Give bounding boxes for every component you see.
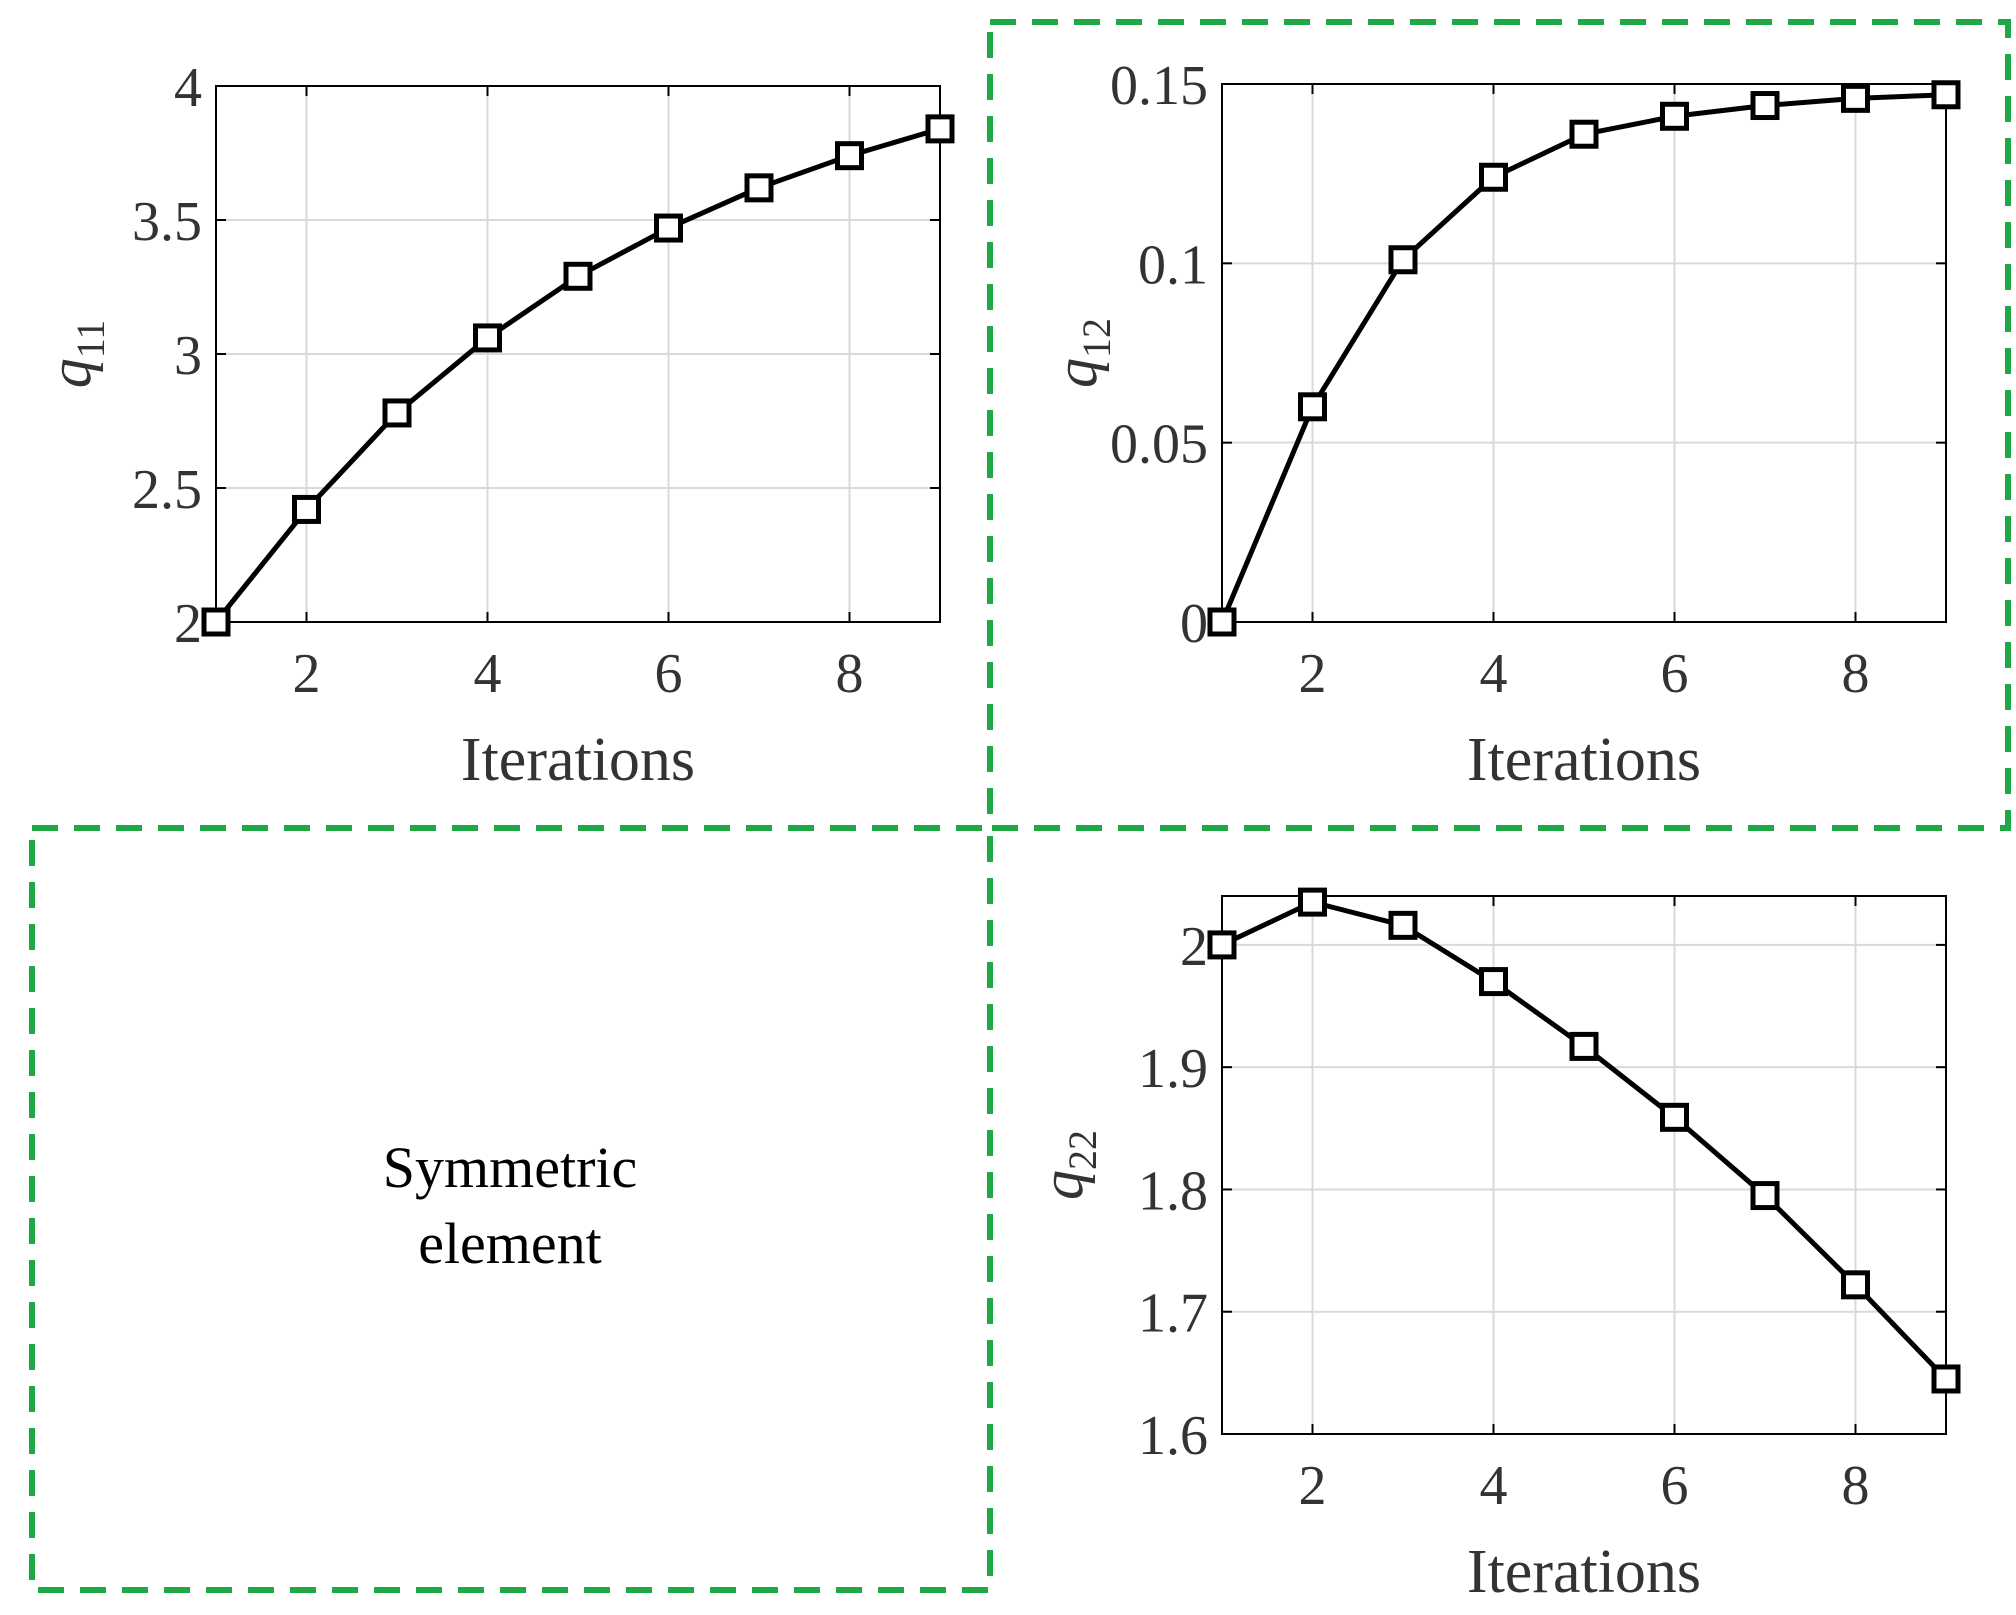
x-tick-label: 4	[474, 643, 502, 705]
chart-q22: 2 4 6 8 1.6 1.7 1.8 1.9 2 Iterations q22	[1029, 887, 1961, 1606]
x-tick-label: 8	[836, 643, 864, 705]
chart-q12: 2 4 6 8 0 0.05 0.1 0.15 Iterations q12	[1043, 55, 1961, 794]
x-tick-label: 2	[1299, 643, 1327, 705]
data-point-marker	[292, 494, 321, 524]
data-point-marker	[382, 398, 412, 428]
series-line-q12	[1219, 92, 1947, 623]
x-axis-label: Iterations	[1467, 1538, 1701, 1606]
x-axis-label: Iterations	[1467, 726, 1701, 794]
data-point-marker	[1388, 910, 1418, 940]
symmetric-element-label: Symmetric element	[32, 1130, 988, 1282]
axes-frame	[1221, 895, 1947, 1435]
series-line-q22	[1220, 899, 1948, 1381]
y-axis-label: q22	[1029, 1130, 1105, 1200]
y-tick-label: 3	[174, 325, 202, 387]
x-tick-label: 4	[1480, 1455, 1508, 1517]
x-tick-label: 6	[1661, 643, 1689, 705]
data-point-marker	[1298, 887, 1327, 917]
x-tick-label: 2	[1299, 1455, 1327, 1517]
data-point-marker	[1931, 80, 1961, 110]
symmetric-element-box	[29, 825, 993, 1593]
x-tick-label: 6	[655, 643, 683, 705]
data-point-marker	[835, 141, 864, 171]
y-tick-label: 1.8	[1138, 1160, 1208, 1222]
y-tick-label: 1.7	[1138, 1283, 1208, 1345]
x-tick-label: 8	[1842, 643, 1870, 705]
data-point-marker	[744, 173, 774, 203]
data-point-marker	[1298, 392, 1327, 422]
y-axis-label-symbol: q	[1029, 1170, 1095, 1200]
y-axis-label-subscript: 22	[1060, 1130, 1105, 1170]
data-point-marker	[473, 323, 502, 353]
data-point-marker	[1479, 162, 1508, 192]
y-tick-label: 2	[1180, 916, 1208, 978]
y-tick-label: 0.1	[1138, 234, 1208, 296]
x-tick-label: 2	[293, 643, 321, 705]
data-point-marker	[1660, 1102, 1689, 1132]
y-axis-label-subscript: 11	[68, 320, 113, 359]
y-tick-label: 0	[1180, 593, 1208, 655]
y-tick-label: 0.15	[1110, 55, 1208, 117]
data-point-marker	[1207, 607, 1237, 637]
y-axis-label: q12	[1043, 318, 1119, 388]
y-tick-label: 1.6	[1138, 1405, 1208, 1467]
series-line-q11	[214, 126, 941, 624]
data-point-marker	[654, 213, 683, 243]
y-axis-label-subscript: 12	[1074, 318, 1119, 358]
x-tick-label: 8	[1842, 1455, 1870, 1517]
data-point-marker	[563, 261, 593, 291]
y-tick-label: 3.5	[132, 191, 202, 253]
y-tick-label: 0.05	[1110, 414, 1208, 476]
q12-highlight-box	[987, 19, 2011, 831]
data-point-marker	[1750, 1181, 1780, 1211]
data-point-marker	[1841, 83, 1870, 113]
chart-q11: 2 4 6 8 2 2.5 3 3.5 4 Iterations q11	[37, 57, 955, 794]
x-tick-label: 4	[1480, 643, 1508, 705]
data-point-marker	[1479, 967, 1508, 997]
data-point-marker	[925, 114, 955, 144]
x-axis-label: Iterations	[461, 726, 695, 794]
data-point-marker	[1569, 119, 1599, 149]
y-tick-label: 2	[174, 593, 202, 655]
axes-frame	[1221, 83, 1947, 623]
y-tick-label: 1.9	[1138, 1038, 1208, 1100]
data-point-marker	[1931, 1364, 1961, 1394]
y-tick-label: 4	[174, 57, 202, 119]
symmetric-label-line2: element	[418, 1211, 602, 1276]
data-point-marker	[1750, 91, 1780, 121]
y-axis-label-symbol: q	[1043, 358, 1109, 388]
data-point-marker	[201, 607, 231, 637]
data-point-marker	[1841, 1270, 1870, 1300]
y-axis-label-symbol: q	[37, 358, 103, 388]
y-axis-label: q11	[37, 320, 113, 389]
data-point-marker	[1660, 101, 1689, 131]
x-tick-label: 6	[1661, 1455, 1689, 1517]
y-tick-label: 2.5	[132, 459, 202, 521]
data-point-marker	[1207, 930, 1237, 960]
data-point-marker	[1388, 245, 1418, 275]
data-point-marker	[1569, 1031, 1599, 1061]
symmetric-label-line1: Symmetric	[382, 1135, 638, 1200]
